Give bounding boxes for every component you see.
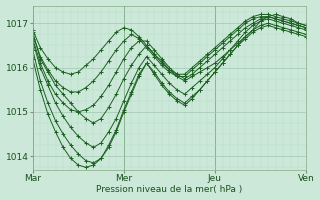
X-axis label: Pression niveau de la mer( hPa ): Pression niveau de la mer( hPa ) [96,185,243,194]
